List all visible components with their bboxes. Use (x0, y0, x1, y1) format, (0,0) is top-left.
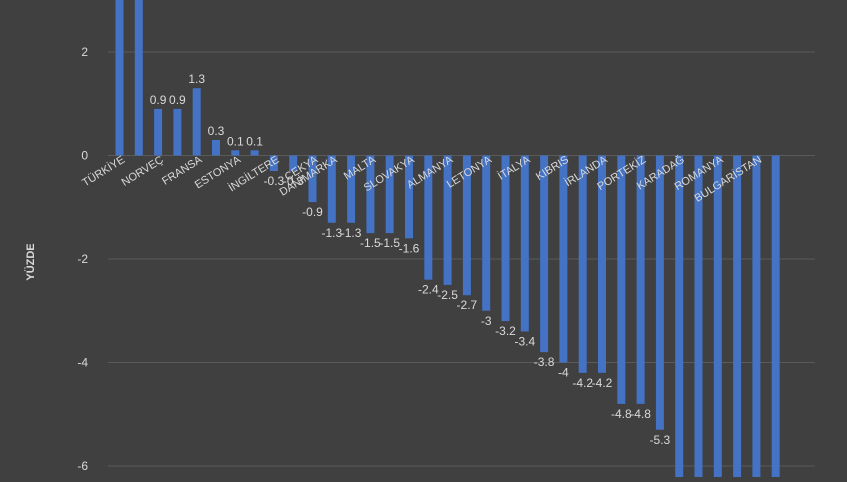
bar (520, 155, 529, 332)
bar (424, 155, 433, 280)
data-label: -2.4 (418, 283, 439, 297)
data-label: -4.8 (630, 407, 651, 421)
bar (366, 155, 375, 234)
bars (115, 0, 780, 482)
bar (443, 155, 452, 285)
bar (212, 139, 220, 156)
data-label: -4.2 (572, 376, 593, 390)
bar (134, 0, 143, 156)
bar (115, 0, 124, 156)
data-label: -1.5 (360, 236, 381, 250)
y-tick-label: -6 (77, 459, 88, 473)
data-label: -4 (558, 366, 569, 380)
bar (540, 155, 549, 353)
data-labels: 0.9 0.91.30.30.1 0.1-0.3-0.3-0.9-1.3-1.3-1… (150, 72, 671, 447)
data-label: -1.3 (341, 226, 362, 240)
bar (713, 155, 722, 482)
bar (559, 155, 568, 363)
data-label: -4.8 (611, 407, 632, 421)
bar (347, 155, 356, 223)
data-label: -3 (481, 314, 492, 328)
data-label: -1.3 (321, 226, 342, 240)
data-label: -1.5 (379, 236, 400, 250)
data-label: -0.3 (283, 174, 304, 188)
bar (578, 155, 587, 373)
data-label: 1.3 (188, 72, 205, 86)
y-axis-ticks: 2 0 -2 -4 -6 (77, 45, 88, 473)
bar (173, 108, 182, 156)
bar (231, 150, 240, 156)
data-label: -5.3 (650, 433, 671, 447)
data-label: -1.6 (399, 241, 420, 255)
bar (327, 155, 336, 223)
bar (385, 155, 394, 234)
bar (636, 155, 645, 404)
gridlines (108, 51, 815, 467)
bar (694, 155, 703, 482)
bar (192, 88, 201, 156)
data-label: 0.9 (169, 93, 186, 107)
bar (752, 155, 761, 482)
data-label: -3.4 (514, 334, 535, 348)
y-tick-label: -2 (77, 252, 88, 266)
bar (655, 155, 664, 430)
bar (405, 155, 413, 239)
bar (501, 155, 510, 322)
y-tick-label: 2 (81, 45, 88, 59)
bar (269, 155, 278, 172)
bar (154, 108, 163, 156)
bar (771, 155, 780, 482)
y-tick-label: 0 (81, 149, 88, 163)
bar (289, 155, 298, 172)
data-label: -3.8 (534, 355, 555, 369)
bar (733, 155, 742, 482)
data-label: -3.2 (495, 324, 516, 338)
bar (462, 155, 471, 296)
data-label: -0.9 (302, 205, 323, 219)
y-tick-label: -4 (77, 356, 88, 370)
bar (482, 155, 491, 311)
data-label: 0.1 (227, 134, 244, 148)
x-category-label: NORVEÇ (120, 154, 166, 189)
data-label: -2.5 (437, 288, 458, 302)
bar (675, 155, 684, 482)
bar (308, 155, 317, 203)
bar (617, 155, 626, 404)
data-label: -4.2 (592, 376, 613, 390)
data-label: 0.1 (246, 134, 263, 148)
bar (598, 155, 606, 373)
bar (250, 150, 259, 156)
data-label: -0.3 (264, 174, 285, 188)
y-axis-label: YÜZDE (24, 243, 37, 280)
data-label: 0.3 (208, 124, 225, 138)
data-label: -2.7 (457, 298, 478, 312)
data-label: 0.9 (150, 93, 167, 107)
